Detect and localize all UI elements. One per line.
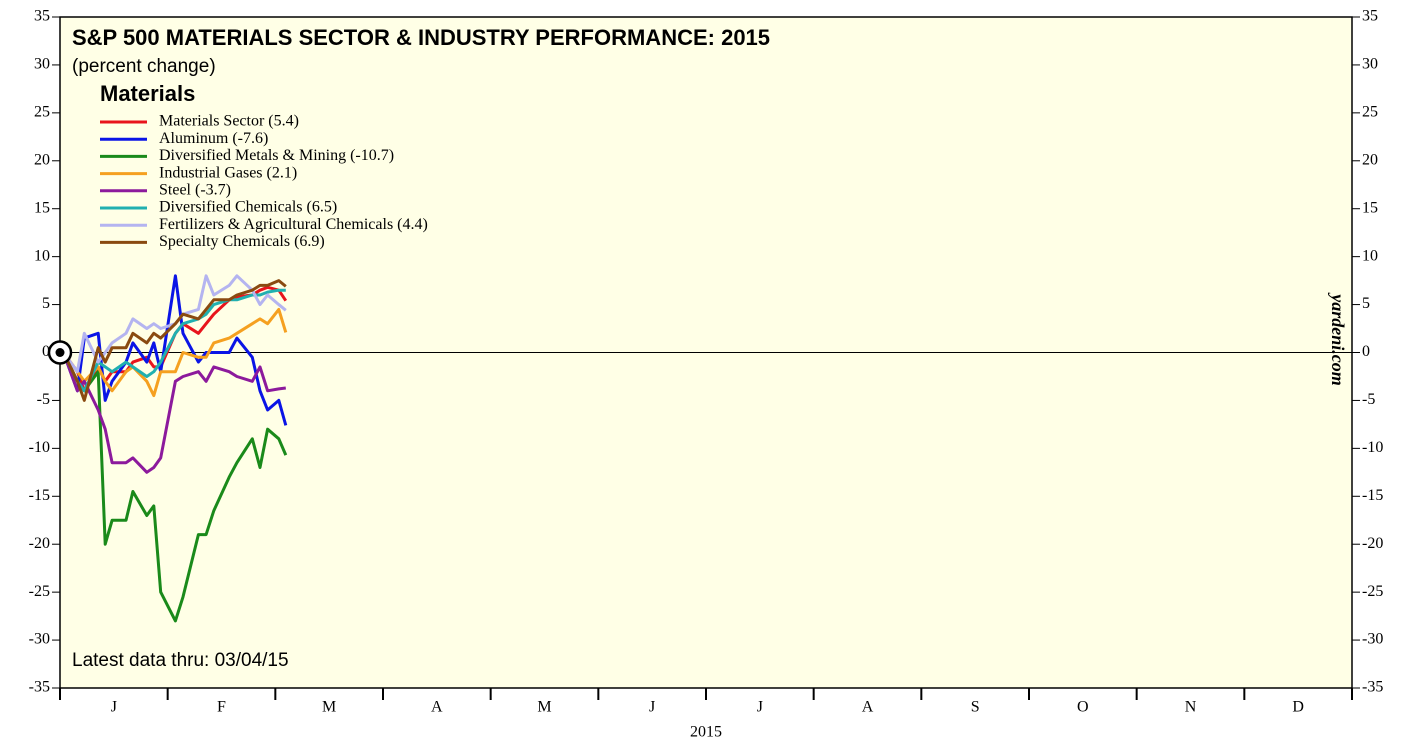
y2-tick-label: 5 [1362, 295, 1370, 312]
x-tick-label: J [111, 699, 117, 716]
legend-label: Aluminum (-7.6) [159, 130, 268, 147]
y2-tick-label: 15 [1362, 199, 1378, 216]
legend-label: Steel (-3.7) [159, 181, 231, 198]
y2-tick-label: 35 [1362, 8, 1378, 25]
x-tick-label: A [431, 699, 443, 716]
legend-title: Materials [100, 81, 195, 106]
y-tick-label: 5 [42, 295, 50, 312]
legend-label: Diversified Chemicals (6.5) [159, 199, 337, 216]
y-tick-label: -15 [29, 487, 50, 504]
y2-tick-label: 30 [1362, 56, 1378, 73]
y2-tick-label: -10 [1362, 439, 1383, 456]
x-tick-label: J [757, 699, 763, 716]
y2-tick-label: -20 [1362, 535, 1383, 552]
y-tick-label: 0 [42, 343, 50, 360]
legend-label: Materials Sector (5.4) [159, 113, 299, 130]
x-tick-label: J [649, 699, 655, 716]
legend-label: Diversified Metals & Mining (-10.7) [159, 147, 394, 164]
subtitle: (percent change) [72, 56, 216, 77]
origin-marker-dot [55, 348, 65, 357]
legend-label: Industrial Gases (2.1) [159, 164, 297, 181]
y2-tick-label: -30 [1362, 631, 1383, 648]
y-tick-label: -5 [37, 391, 50, 408]
y2-tick-label: -5 [1362, 391, 1375, 408]
y2-tick-label: -35 [1362, 679, 1383, 696]
y-tick-label: 35 [34, 8, 50, 25]
y2-tick-label: 25 [1362, 104, 1378, 121]
y-tick-label: -35 [29, 679, 50, 696]
y-tick-label: 15 [34, 199, 50, 216]
x-tick-label: F [217, 699, 226, 716]
y-tick-label: -10 [29, 439, 50, 456]
watermark: yardeni.com [1328, 292, 1348, 386]
y2-tick-label: 0 [1362, 343, 1370, 360]
y-tick-label: -25 [29, 583, 50, 600]
y-tick-label: -20 [29, 535, 50, 552]
y-tick-label: 10 [34, 247, 50, 264]
y-tick-label: 30 [34, 56, 50, 73]
x-tick-label: S [971, 699, 980, 716]
series-line [62, 351, 286, 474]
series-line [62, 351, 288, 623]
legend-label: Specialty Chemicals (6.9) [159, 233, 325, 250]
y2-tick-label: 20 [1362, 151, 1378, 168]
y-tick-label: 25 [34, 104, 50, 121]
chart-title: S&P 500 MATERIALS SECTOR & INDUSTRY PERF… [72, 25, 770, 50]
x-axis-label: 2015 [690, 724, 722, 741]
legend-label: Fertilizers & Agricultural Chemicals (4.… [159, 216, 428, 233]
marks [60, 274, 1352, 623]
x-tick-label: M [322, 699, 336, 716]
series-line [62, 307, 288, 398]
y2-tick-label: -15 [1362, 487, 1383, 504]
x-tick-label: A [862, 699, 874, 716]
annotation: Latest data thru: 03/04/15 [72, 650, 289, 671]
y2-tick-label: -25 [1362, 583, 1383, 600]
x-tick-label: N [1185, 699, 1197, 716]
x-tick-label: M [537, 699, 551, 716]
y-tick-label: 20 [34, 151, 50, 168]
x-tick-label: O [1077, 699, 1089, 716]
y-tick-label: -30 [29, 631, 50, 648]
series-line [62, 279, 287, 402]
y2-tick-label: 10 [1362, 247, 1378, 264]
x-tick-label: D [1292, 699, 1304, 716]
